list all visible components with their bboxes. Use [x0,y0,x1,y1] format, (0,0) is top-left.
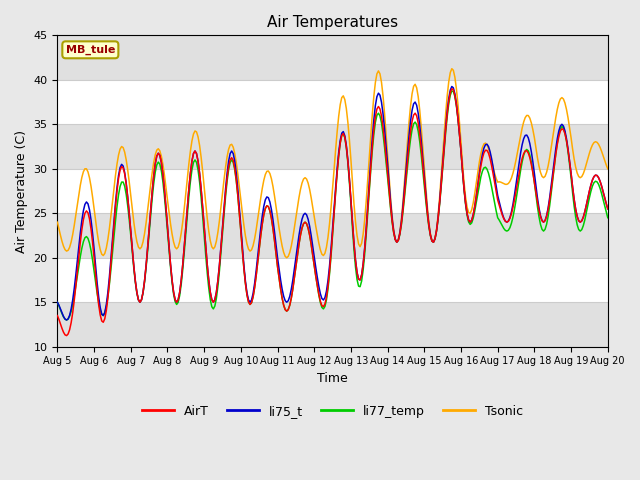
li77_temp [540,228,547,234]
Tsonic [156,148,164,154]
li75_t [604,206,612,212]
AirT [387,204,394,210]
li75_t [387,200,394,206]
AirT [369,143,376,148]
AirT [63,333,70,338]
AirT [157,160,165,166]
Line: li77_temp: li77_temp [58,91,608,320]
li77_temp [387,207,394,213]
Tsonic [604,166,612,172]
li77_temp [63,317,70,323]
Bar [58,213,608,258]
Bar [58,80,608,124]
Bar [58,169,608,213]
li75_t [157,160,165,166]
li77_temp [448,88,456,94]
Bar [58,36,608,80]
Line: AirT: AirT [58,89,608,336]
AirT [448,86,456,92]
Tsonic [540,175,547,180]
X-axis label: Time: Time [317,372,348,385]
AirT [604,206,612,212]
Legend: AirT, li75_t, li77_temp, Tsonic: AirT, li75_t, li77_temp, Tsonic [138,400,528,423]
Tsonic [399,200,407,205]
li77_temp [70,293,78,299]
Tsonic [283,255,291,261]
Line: li75_t: li75_t [58,86,608,320]
li77_temp [369,147,376,153]
Text: MB_tule: MB_tule [66,45,115,55]
li77_temp [157,168,165,174]
Bar [58,258,608,302]
Tsonic [69,232,77,238]
AirT [399,207,407,213]
li75_t [369,135,376,141]
li77_temp [54,300,61,305]
Y-axis label: Air Temperature (C): Air Temperature (C) [15,130,28,252]
AirT [540,219,547,225]
li75_t [70,286,78,291]
Title: Air Temperatures: Air Temperatures [267,15,398,30]
li75_t [399,204,407,210]
Tsonic [448,66,456,72]
li75_t [448,84,456,89]
Line: Tsonic: Tsonic [58,69,608,258]
li77_temp [399,210,407,216]
li75_t [540,219,547,225]
AirT [70,298,78,303]
Tsonic [54,219,61,225]
Tsonic [387,196,394,202]
li75_t [63,317,70,323]
li77_temp [604,215,612,221]
Bar [58,124,608,169]
AirT [54,312,61,318]
Bar [58,302,608,347]
Tsonic [369,111,376,117]
li75_t [54,300,61,305]
